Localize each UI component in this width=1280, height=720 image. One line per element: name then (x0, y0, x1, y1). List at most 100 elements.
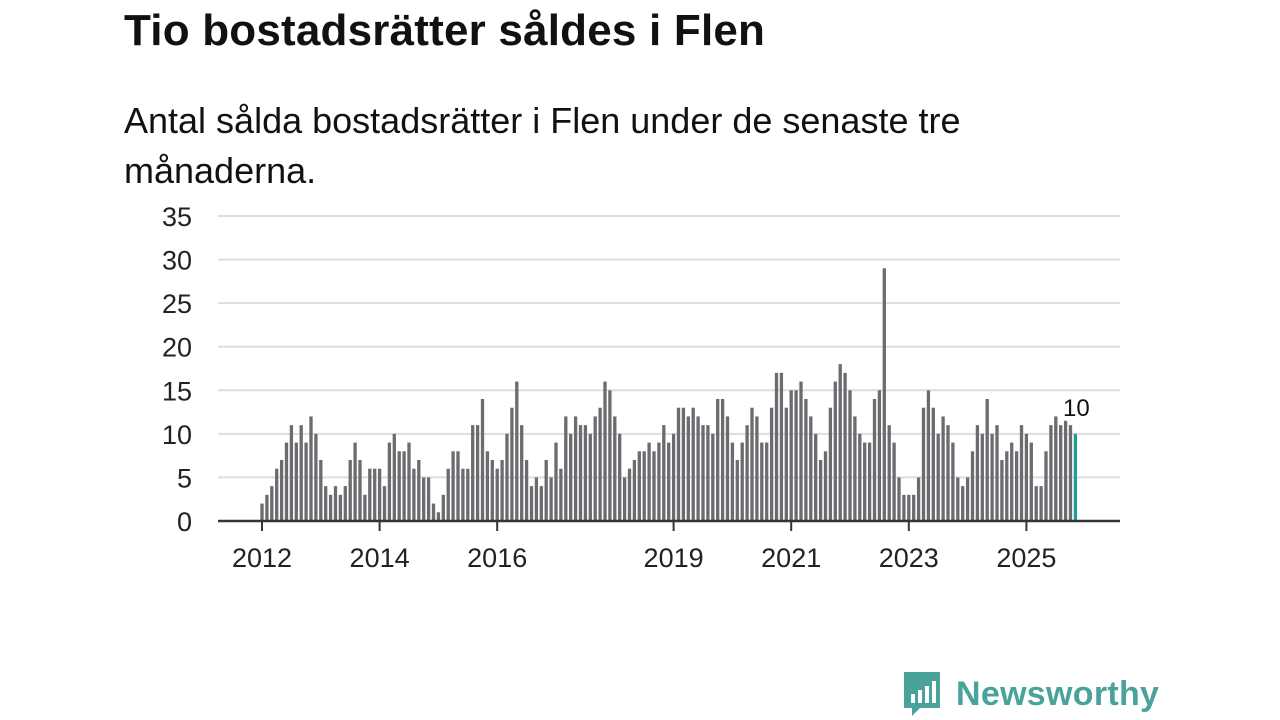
y-tick-label: 30 (162, 246, 192, 276)
bar (1005, 451, 1009, 521)
bar (1034, 486, 1038, 521)
bar (1054, 416, 1058, 521)
bar (598, 407, 602, 521)
bar (823, 451, 828, 521)
bar (701, 425, 705, 521)
bar (475, 425, 480, 521)
bar (902, 494, 906, 521)
bar (784, 407, 788, 521)
bar (951, 442, 955, 521)
bar (275, 468, 279, 521)
bar (319, 460, 323, 521)
bar (289, 425, 294, 521)
bar (975, 425, 980, 521)
bar (593, 416, 597, 521)
bar (892, 442, 896, 521)
bar (515, 381, 519, 521)
bar-highlight (1073, 433, 1078, 521)
bar (353, 442, 357, 521)
bar (578, 425, 583, 521)
y-tick-label: 25 (162, 289, 192, 319)
brand-name: Newsworthy (956, 674, 1160, 713)
bar (657, 442, 661, 521)
bar (848, 390, 852, 521)
bar (505, 433, 509, 521)
bar (662, 425, 666, 521)
bar (926, 390, 931, 521)
bar (990, 433, 994, 521)
bar (804, 399, 808, 521)
bar (877, 390, 882, 521)
bar (799, 381, 803, 521)
bar (343, 486, 347, 521)
bar (735, 460, 739, 521)
x-tick-label: 2016 (467, 543, 527, 573)
bar (520, 425, 524, 521)
bar (451, 451, 455, 521)
bar (882, 268, 886, 521)
y-tick-label: 15 (162, 376, 192, 406)
y-tick-label: 5 (177, 463, 192, 493)
x-tick-label: 2021 (761, 543, 821, 573)
y-tick-label: 35 (162, 202, 192, 232)
bar (279, 460, 284, 521)
bar (559, 468, 563, 521)
bar (995, 425, 999, 521)
bar (500, 460, 504, 521)
bar (309, 416, 313, 521)
bar (426, 477, 431, 521)
bar (769, 407, 774, 521)
bar (916, 477, 921, 521)
bar (1039, 486, 1043, 521)
bar (755, 416, 759, 521)
bar (1019, 425, 1024, 521)
bar (270, 486, 274, 521)
x-tick-label: 2023 (879, 543, 939, 573)
bar (622, 477, 627, 521)
bar (495, 468, 499, 521)
bar (569, 433, 573, 521)
bar (524, 460, 529, 521)
bar (324, 486, 328, 521)
chart-subtitle: Antal sålda bostadsrätter i Flen under d… (124, 100, 961, 191)
bar (637, 451, 641, 521)
bar (647, 442, 651, 521)
bar (725, 416, 730, 521)
bar (750, 407, 754, 521)
bar (534, 477, 539, 521)
bar (779, 372, 784, 521)
bar (872, 399, 877, 521)
bar (392, 433, 396, 521)
bar (583, 425, 588, 521)
bar (985, 399, 989, 521)
bar (863, 442, 867, 521)
bar (608, 390, 612, 521)
y-tick-label: 10 (162, 420, 192, 450)
bar (760, 442, 764, 521)
bar (696, 416, 700, 521)
bar (549, 477, 553, 521)
bar (490, 460, 494, 521)
x-tick-label: 2019 (644, 543, 704, 573)
bar (627, 468, 632, 521)
bar (431, 503, 436, 521)
bar (956, 477, 960, 521)
bar (1024, 433, 1029, 521)
bar (652, 451, 656, 521)
bar (936, 433, 940, 521)
bar (510, 407, 514, 521)
bar (466, 468, 470, 521)
bar (814, 433, 818, 521)
bar (299, 425, 303, 521)
bar (397, 451, 401, 521)
bar (480, 399, 485, 521)
bars (260, 268, 1078, 521)
bar (897, 477, 901, 521)
y-tick-label: 20 (162, 333, 192, 363)
bar (828, 407, 833, 521)
x-tick-label: 2014 (350, 543, 410, 573)
bar (373, 468, 377, 521)
bar (716, 399, 720, 521)
bar (833, 381, 837, 521)
bar (377, 468, 382, 521)
